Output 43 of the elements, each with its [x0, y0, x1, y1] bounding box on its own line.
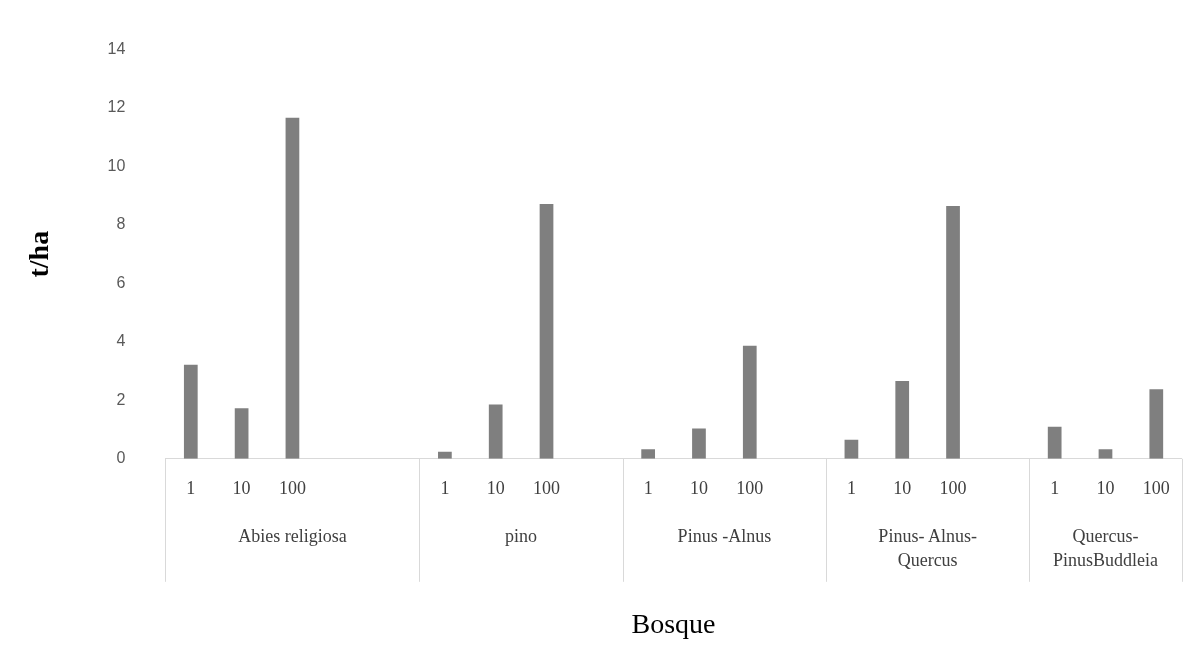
bar: [692, 428, 706, 459]
bar: [895, 381, 910, 459]
bar: [539, 203, 554, 459]
x-tick-label: 100: [278, 478, 306, 499]
text: Quercus-PinusBuddleia: [1052, 525, 1158, 570]
bar: [285, 117, 300, 459]
bar: [946, 205, 960, 459]
bar: [234, 408, 249, 459]
bar: [742, 345, 757, 459]
y-tick-label: 14: [107, 40, 126, 58]
bar: [844, 439, 859, 459]
text: Abies religiosa: [238, 525, 347, 546]
x-tick-label: 10: [893, 478, 912, 499]
y-tick-label: 2: [116, 390, 126, 408]
bar: [641, 449, 656, 459]
x-tick-label: 1: [1050, 478, 1060, 499]
text: pino: [505, 525, 538, 546]
bar: [1149, 389, 1164, 459]
x-tick-label: 100: [533, 478, 561, 499]
y-tick-label: 4: [116, 332, 126, 350]
x-tick-label: 100: [736, 478, 764, 499]
x-axis-title: Bosque: [631, 607, 716, 639]
y-tick-label: 10: [107, 156, 126, 174]
y-tick-label: 0: [116, 449, 126, 467]
x-tick-label: 1: [440, 478, 450, 499]
x-tick-label: 100: [1142, 478, 1170, 499]
x-tick-label: 10: [486, 478, 505, 499]
x-tick-label: 10: [1096, 478, 1115, 499]
y-tick-label: 12: [107, 98, 126, 116]
x-tick-label: 100: [939, 478, 967, 499]
y-tick-label: 6: [116, 273, 126, 291]
x-tick-label: 1: [186, 478, 196, 499]
x-tick-label: 1: [643, 478, 653, 499]
y-axis-title: t/ha: [23, 230, 55, 278]
bar: [1047, 426, 1062, 459]
bar: [488, 404, 503, 459]
text: Pinus -Alnus: [677, 525, 772, 546]
text: Pinus- Alnus-Quercus: [878, 525, 977, 570]
y-tick-label: 8: [116, 215, 126, 233]
bar: [183, 364, 198, 459]
x-tick-label: 10: [232, 478, 251, 499]
x-tick-label: 10: [689, 478, 708, 499]
x-tick-label: 1: [846, 478, 856, 499]
